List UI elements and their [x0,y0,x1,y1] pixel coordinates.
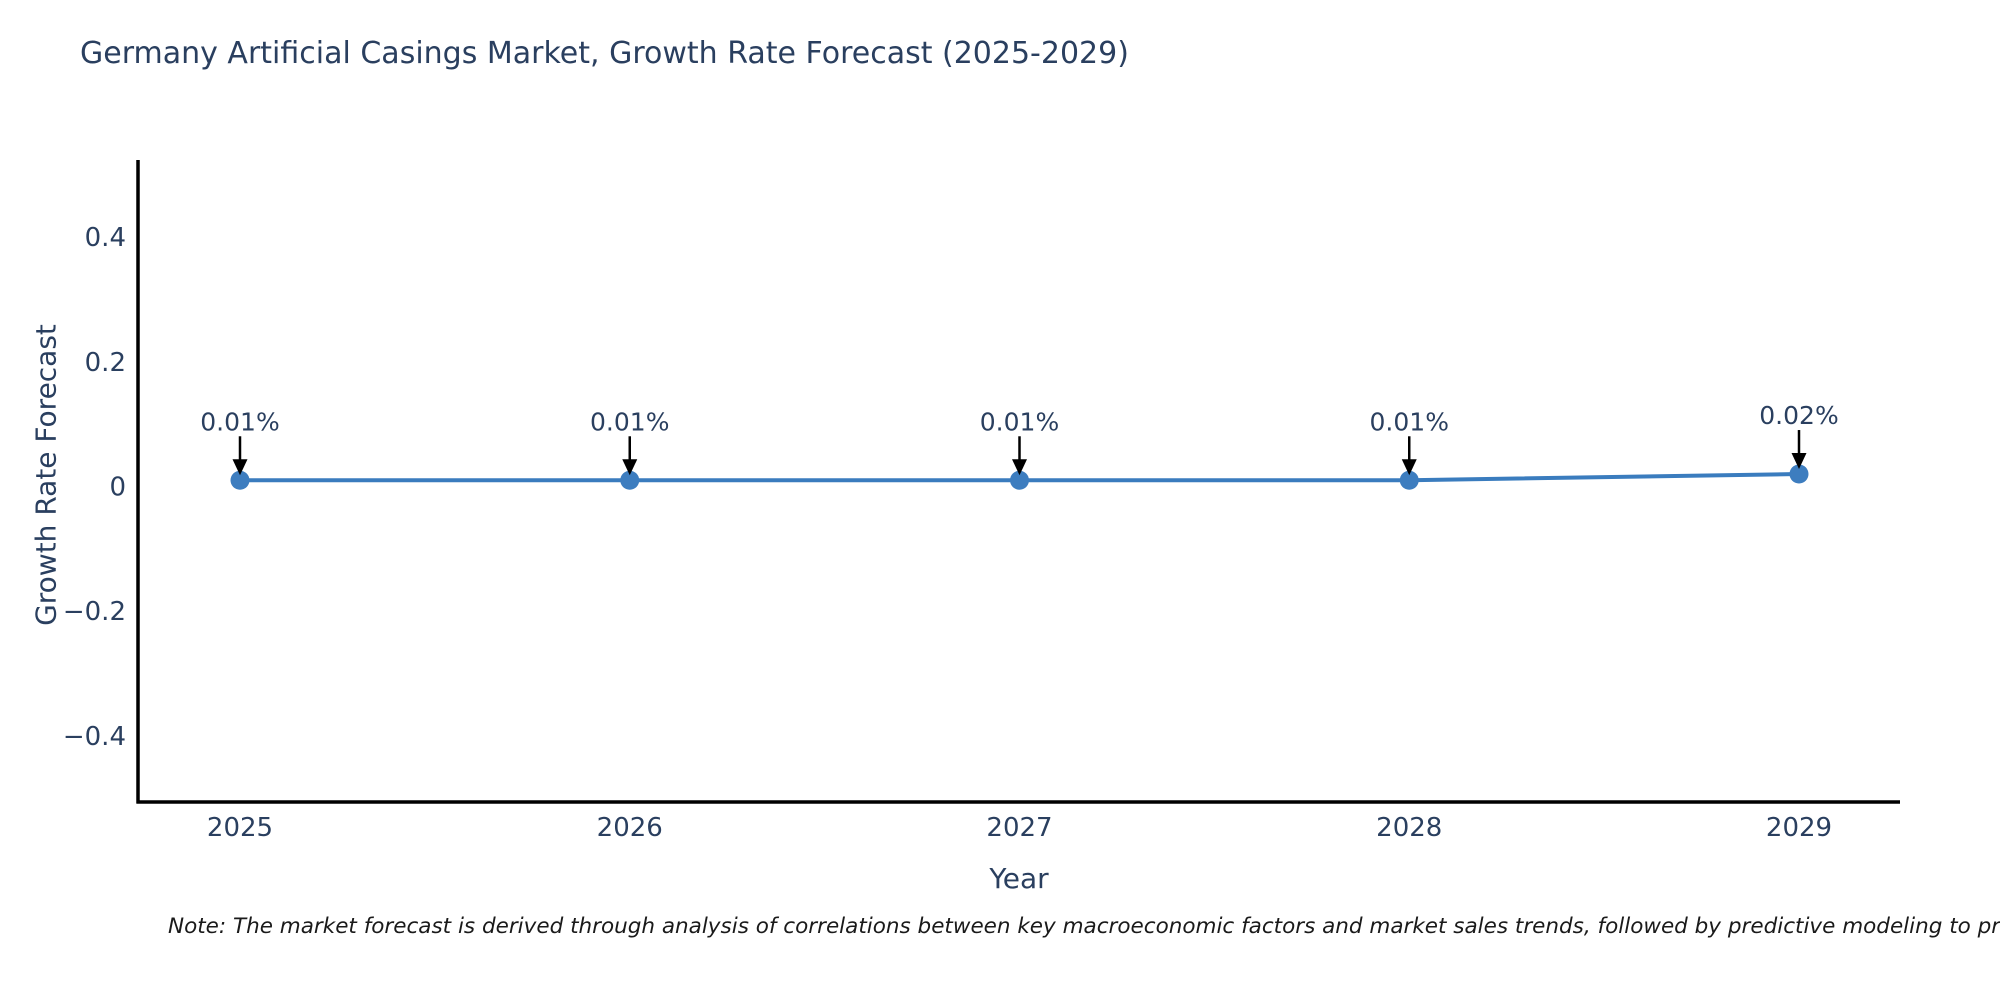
footnote: Note: The market forecast is derived thr… [168,914,2000,939]
x-tick-label: 2027 [986,813,1052,843]
annotation-arrowhead-icon [1401,459,1417,476]
x-axis-ticks: 2025 2026 2027 2028 2029 [207,813,1832,843]
y-tick-label: 0 [109,473,126,503]
annotation-label: 0.01% [200,407,279,436]
x-axis-title: Year [989,862,1049,895]
annotation-label: 0.01% [980,407,1059,436]
y-tick-label: 0.4 [85,223,126,253]
x-tick-label: 2028 [1376,813,1442,843]
annotation-label: 0.02% [1759,401,1838,430]
data-point-marker [1399,470,1419,490]
x-tick-label: 2025 [207,813,273,843]
annotation-arrowhead-icon [1791,453,1807,470]
point-annotations: 0.01% 0.01% 0.01% 0.01% 0.02% [200,401,1839,476]
y-tick-label: 0.2 [85,348,126,378]
annotation-label: 0.01% [1370,407,1449,436]
chart-title: Germany Artificial Casings Market, Growt… [80,36,1129,71]
data-point-marker [620,470,640,490]
annotation-label: 0.01% [590,407,669,436]
annotation-arrowhead-icon [232,459,248,476]
series-markers [230,464,1809,490]
data-point-marker [1789,464,1809,484]
y-axis-ticks: 0.4 0.2 0 −0.2 −0.4 [63,223,126,752]
x-tick-label: 2029 [1766,813,1832,843]
annotation-arrowhead-icon [1012,459,1027,476]
annotation-arrowhead-icon [622,459,638,476]
y-tick-label: −0.4 [63,722,126,752]
data-point-marker [1010,470,1029,490]
x-tick-label: 2026 [597,813,663,843]
data-point-marker [230,470,250,490]
y-tick-label: −0.2 [63,597,126,627]
